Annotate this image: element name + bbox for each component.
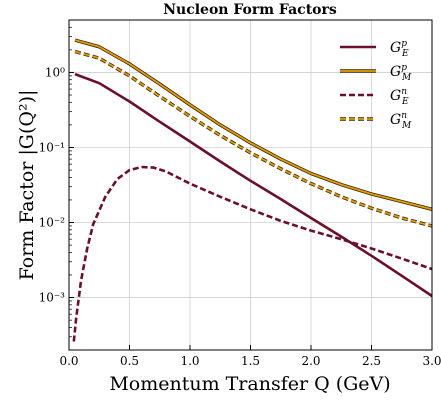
legend-label: Gp M [390, 63, 412, 83]
x-tick-label: 3.0 [422, 354, 441, 368]
y-tick-label: 10⁻¹ [39, 140, 65, 154]
series-line [74, 72, 433, 298]
x-tick-label: 1.5 [241, 354, 260, 368]
series-line [72, 165, 433, 342]
series-outline [74, 49, 433, 228]
series-layer [72, 38, 433, 342]
x-tick-label: 0.5 [120, 354, 139, 368]
x-tick-label: 2.5 [362, 354, 381, 368]
y-tick-label: 10⁻³ [39, 291, 66, 305]
legend-label: Gp E [390, 39, 409, 59]
legend-label: Gn M [390, 111, 412, 131]
grid [68, 20, 433, 350]
y-tick-label: 10⁰ [45, 65, 65, 79]
x-tick-label: 1.0 [180, 354, 199, 368]
y-tick-label: 10⁻² [39, 216, 66, 230]
y-axis-label: Form Factor |G(Q²)| [16, 90, 38, 281]
chart-title: Nucleon Form Factors [163, 2, 337, 18]
x-tick-label: 2.0 [301, 354, 320, 368]
series-line [74, 50, 433, 227]
ticks: 0.0 0.5 1.0 1.5 2.0 2.5 3.0 10⁻³ 10⁻² 10⁻¹ 10⁰ [39, 19, 441, 368]
x-tick-label: 0.0 [59, 354, 78, 368]
legend: Gp E Gp M Gn E Gn M [340, 39, 412, 131]
x-axis-label: Momentum Transfer Q (GeV) [109, 373, 390, 395]
series-line [74, 39, 433, 211]
legend-label: Gn E [390, 87, 409, 107]
